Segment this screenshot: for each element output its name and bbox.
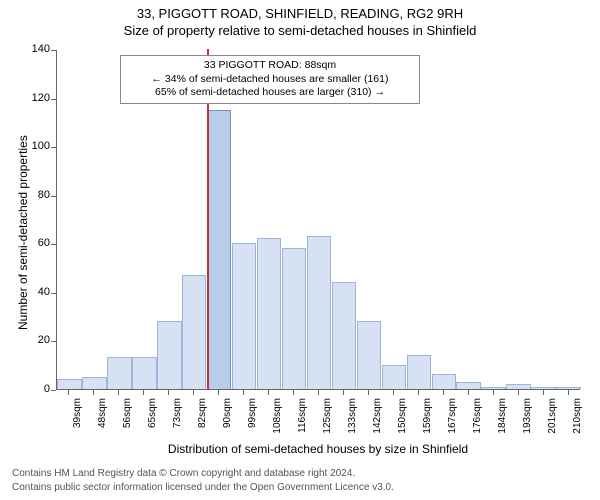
y-tick-label: 20: [24, 334, 50, 346]
x-tick-label: 176sqm: [472, 398, 483, 438]
chart-title-sub: Size of property relative to semi-detach…: [0, 21, 600, 38]
histogram-bar: [207, 110, 231, 389]
histogram-bar: [82, 377, 106, 389]
x-tick-mark: [443, 390, 444, 395]
x-tick-label: 133sqm: [347, 398, 358, 438]
y-tick-label: 0: [24, 383, 50, 395]
y-tick-mark: [51, 196, 56, 197]
y-axis-label: Number of semi-detached properties: [16, 135, 30, 330]
x-tick-mark: [193, 390, 194, 395]
x-tick-label: 56sqm: [122, 398, 133, 438]
x-tick-label: 108sqm: [272, 398, 283, 438]
y-tick-mark: [51, 147, 56, 148]
y-tick-label: 40: [24, 286, 50, 298]
histogram-bar: [481, 387, 505, 389]
x-tick-mark: [543, 390, 544, 395]
x-tick-mark: [168, 390, 169, 395]
histogram-bar: [357, 321, 381, 389]
y-tick-label: 140: [24, 43, 50, 55]
x-tick-mark: [368, 390, 369, 395]
x-tick-label: 90sqm: [222, 398, 233, 438]
x-tick-mark: [343, 390, 344, 395]
y-tick-mark: [51, 50, 56, 51]
annotation-line2: ← 34% of semi-detached houses are smalle…: [127, 73, 413, 87]
x-tick-mark: [68, 390, 69, 395]
x-tick-label: 167sqm: [447, 398, 458, 438]
x-tick-label: 193sqm: [522, 398, 533, 438]
x-tick-mark: [418, 390, 419, 395]
x-tick-label: 48sqm: [97, 398, 108, 438]
histogram-bar: [307, 236, 331, 389]
y-tick-label: 60: [24, 237, 50, 249]
histogram-bar: [332, 282, 356, 389]
x-tick-mark: [118, 390, 119, 395]
y-tick-mark: [51, 341, 56, 342]
annotation-line1: 33 PIGGOTT ROAD: 88sqm: [127, 59, 413, 73]
x-tick-mark: [293, 390, 294, 395]
y-tick-mark: [51, 244, 56, 245]
footer-line-2: Contains public sector information licen…: [12, 482, 394, 493]
chart-title-main: 33, PIGGOTT ROAD, SHINFIELD, READING, RG…: [0, 0, 600, 21]
histogram-bar: [132, 357, 156, 389]
y-tick-label: 100: [24, 140, 50, 152]
histogram-bar: [107, 357, 131, 389]
x-tick-label: 150sqm: [397, 398, 408, 438]
x-tick-mark: [218, 390, 219, 395]
x-tick-mark: [243, 390, 244, 395]
x-tick-mark: [393, 390, 394, 395]
histogram-bar: [282, 248, 306, 389]
histogram-bar: [382, 365, 406, 389]
y-tick-mark: [51, 293, 56, 294]
x-tick-label: 184sqm: [497, 398, 508, 438]
x-tick-mark: [493, 390, 494, 395]
x-axis-label: Distribution of semi-detached houses by …: [56, 442, 580, 456]
y-tick-mark: [51, 99, 56, 100]
x-tick-label: 116sqm: [297, 398, 308, 438]
x-tick-label: 201sqm: [547, 398, 558, 438]
x-tick-mark: [93, 390, 94, 395]
y-tick-label: 80: [24, 189, 50, 201]
histogram-bar: [182, 275, 206, 389]
x-tick-label: 125sqm: [322, 398, 333, 438]
x-tick-label: 210sqm: [572, 398, 583, 438]
histogram-bar: [407, 355, 431, 389]
x-tick-label: 73sqm: [172, 398, 183, 438]
histogram-bar: [432, 374, 456, 389]
y-tick-mark: [51, 390, 56, 391]
x-tick-mark: [143, 390, 144, 395]
x-tick-mark: [568, 390, 569, 395]
histogram-bar: [456, 382, 480, 389]
x-tick-mark: [468, 390, 469, 395]
x-tick-label: 142sqm: [372, 398, 383, 438]
histogram-bar: [531, 387, 555, 389]
x-tick-mark: [318, 390, 319, 395]
x-tick-label: 159sqm: [422, 398, 433, 438]
x-tick-label: 82sqm: [197, 398, 208, 438]
annotation-line3: 65% of semi-detached houses are larger (…: [127, 86, 413, 100]
x-tick-mark: [518, 390, 519, 395]
histogram-bar: [157, 321, 181, 389]
histogram-bar: [57, 379, 81, 389]
histogram-bar: [232, 243, 256, 389]
footer-line-1: Contains HM Land Registry data © Crown c…: [12, 468, 355, 479]
annotation-box: 33 PIGGOTT ROAD: 88sqm ← 34% of semi-det…: [120, 55, 420, 104]
y-tick-label: 120: [24, 92, 50, 104]
x-tick-label: 39sqm: [72, 398, 83, 438]
x-tick-mark: [268, 390, 269, 395]
histogram-bar: [257, 238, 281, 389]
x-tick-label: 99sqm: [247, 398, 258, 438]
histogram-bar: [506, 384, 530, 389]
x-tick-label: 65sqm: [147, 398, 158, 438]
histogram-bar: [556, 387, 580, 389]
